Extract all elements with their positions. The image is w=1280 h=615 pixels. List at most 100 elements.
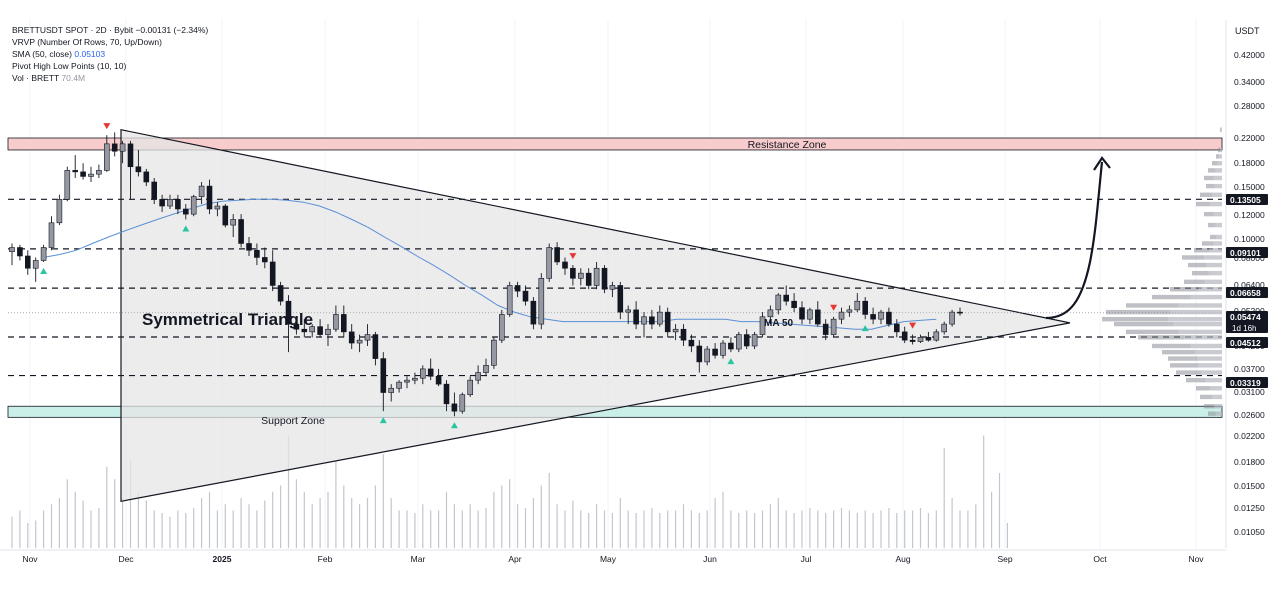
candle-up (775, 294, 782, 311)
volume-bar (793, 513, 795, 548)
candle-up (214, 205, 221, 210)
candle-down (696, 345, 703, 363)
candle-up (538, 277, 545, 325)
volume-bar (833, 510, 835, 548)
volume-bar (556, 504, 558, 548)
volume-bar (264, 500, 266, 548)
volume-bar (406, 510, 408, 548)
volume-bar (627, 510, 629, 548)
volume-bar (801, 510, 803, 548)
candle-down (822, 323, 829, 335)
volume-profile-bar (1126, 303, 1179, 308)
candle-up (32, 260, 39, 269)
candle-down (893, 323, 900, 333)
volume-bar (177, 510, 179, 548)
volume-bar (208, 491, 211, 548)
legend-vol-label: Vol · BRETT (12, 73, 60, 83)
volume-bar (50, 504, 53, 548)
price-badge-value: 0.13505 (1230, 195, 1261, 205)
volume-bar (58, 498, 60, 548)
volume-bar (769, 504, 771, 548)
volume-bar (927, 513, 929, 548)
price-tick-label: 0.01800 (1234, 457, 1265, 467)
volume-bar (185, 513, 187, 548)
time-axis-label: Dec (118, 554, 134, 564)
volume-profile-bar (1205, 377, 1222, 383)
legend-sma-row[interactable]: SMA (50, close) 0.05103 (12, 48, 208, 60)
volume-bar (82, 500, 84, 548)
price-tick-label: 0.28000 (1234, 101, 1265, 111)
volume-bar (414, 513, 416, 548)
candle-up (767, 309, 774, 318)
volume-profile-bar (1188, 262, 1207, 268)
candle-down (530, 300, 537, 325)
volume-bar (714, 498, 716, 548)
candle-up (333, 314, 339, 330)
volume-bar (461, 510, 463, 548)
volume-bar (532, 498, 534, 548)
price-badge (1226, 194, 1268, 205)
volume-profile-bar (1178, 303, 1222, 308)
volume-bar (722, 491, 724, 548)
price-tick-label: 0.01050 (1234, 527, 1265, 537)
volume-profile-bar (1168, 356, 1198, 361)
time-axis-label: Mar (411, 554, 426, 564)
candle-up (325, 328, 331, 335)
candle-down (246, 243, 252, 251)
volume-profile-bar (1170, 363, 1199, 368)
volume-bar (651, 508, 653, 548)
volume-bar (343, 485, 345, 548)
volume-bar (659, 513, 661, 548)
candle-up (491, 339, 497, 366)
price-tick-label: 0.03100 (1234, 387, 1265, 397)
volume-bar (572, 500, 574, 548)
volume-bar (872, 513, 874, 548)
pivot-low-marker (450, 422, 458, 429)
price-tick-label: 0.03700 (1234, 364, 1265, 374)
candle-down (728, 342, 734, 350)
volume-profile-bar (1126, 329, 1179, 335)
volume-bar (603, 510, 606, 548)
volume-bar (382, 454, 384, 548)
volume-bar (619, 498, 621, 548)
volume-bar (477, 510, 479, 548)
volume-bar (27, 523, 29, 548)
candle-down (238, 219, 244, 244)
volume-bar (912, 510, 914, 548)
price-badge (1226, 287, 1268, 298)
volume-bar (201, 498, 203, 548)
volume-bar (785, 510, 787, 548)
pivot-high-marker (103, 123, 111, 130)
volume-bar (161, 513, 163, 548)
candle-down (293, 323, 300, 330)
candle-up (419, 368, 426, 379)
breakout-arrowhead (1093, 156, 1111, 171)
volume-profile-bar (1106, 309, 1170, 315)
volume-bar (74, 491, 76, 548)
candle-down (743, 334, 750, 347)
candle-up (364, 334, 371, 341)
volume-profile-bar (1213, 211, 1222, 217)
candle-down (111, 143, 118, 152)
volume-bar (493, 491, 495, 548)
legend-vol-row[interactable]: Vol · BRETT 70.4M (12, 72, 208, 84)
candle-up (412, 377, 418, 381)
candle-down (261, 257, 268, 263)
candle-up (404, 379, 410, 383)
volume-bar (319, 498, 321, 548)
pivot-low-marker (861, 325, 869, 332)
legend-pivot[interactable]: Pivot High Low Points (10, 10) (12, 61, 127, 71)
pivot-high-marker (569, 253, 577, 260)
candle-down (24, 255, 31, 269)
candle-up (609, 285, 616, 290)
candle-up (356, 339, 363, 344)
legend-symbol-row[interactable]: BRETTUSDT SPOT · 2D · Bybit −0.00131 (−2… (12, 24, 208, 36)
volume-bar (35, 520, 37, 548)
volume-profile-bar (1219, 154, 1222, 159)
volume-bar (564, 510, 566, 548)
volume-profile-bar (1208, 168, 1216, 173)
price-tick-label: 0.01250 (1234, 503, 1265, 513)
volume-bar (469, 504, 471, 548)
volume-bar (809, 508, 811, 548)
legend-vrvp[interactable]: VRVP (Number Of Rows, 70, Up/Down) (12, 37, 162, 47)
